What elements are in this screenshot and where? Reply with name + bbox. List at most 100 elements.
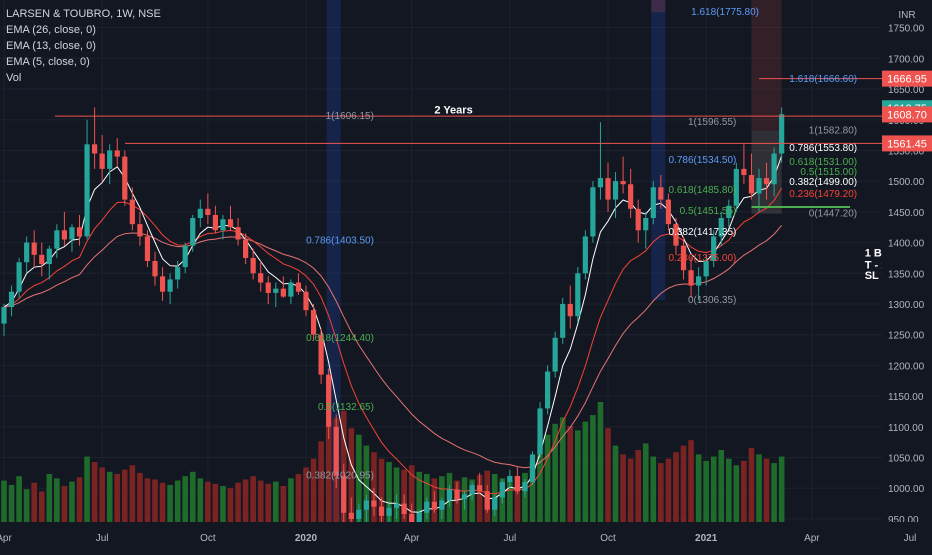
volume-bar <box>348 428 355 522</box>
candle-body <box>288 282 294 297</box>
price-tick-label: 1300.00 <box>888 300 925 311</box>
candle-body <box>137 224 143 237</box>
candle-body <box>620 181 626 185</box>
volume-bar <box>575 430 581 522</box>
candle-body <box>529 454 536 483</box>
candle-body <box>356 509 362 519</box>
fib-label: 0.236(1479.20) <box>789 189 857 200</box>
price-tick-label: 1550.00 <box>888 146 925 157</box>
candle-body <box>575 273 581 317</box>
price-tick-label: 1750.00 <box>888 24 925 35</box>
volume-bar <box>733 465 740 522</box>
candle-body <box>46 248 52 265</box>
candle-body <box>711 236 717 261</box>
volume-bar <box>152 479 158 522</box>
volume-bar <box>522 472 528 522</box>
candle-body <box>250 257 256 274</box>
candle-body <box>582 236 588 274</box>
volume-bar <box>167 484 173 522</box>
volume-bar <box>91 462 98 522</box>
volume-bar <box>1 480 7 522</box>
fib-label: 0.382(1499.00) <box>789 177 857 188</box>
ema26-line <box>3 225 783 469</box>
fib-label: 0.786(1534.50) <box>669 155 737 166</box>
volume-bar <box>325 426 332 522</box>
volume-bar <box>469 479 475 522</box>
candle-body <box>54 230 60 249</box>
price-tag-label: 1561.45 <box>887 138 927 150</box>
legend-ema26[interactable]: EMA (26, close, 0) <box>6 24 96 36</box>
candle-body <box>69 227 75 240</box>
fib-label: 0.786(1553.80) <box>789 143 857 154</box>
candle-body <box>235 227 241 240</box>
time-tick-label: Oct <box>200 533 216 544</box>
price-tick-label: 950.00 <box>888 515 919 526</box>
candle-body <box>718 218 724 237</box>
candle-body <box>650 187 656 219</box>
candle-body <box>333 426 339 476</box>
fib-label: 0.382(1417.35) <box>669 227 737 238</box>
candle-body <box>696 276 702 286</box>
candle-body <box>144 236 151 261</box>
price-tag-bg <box>882 70 932 87</box>
volume-bar <box>507 480 513 522</box>
candle-body <box>159 276 166 292</box>
candle-body <box>182 245 188 268</box>
time-tick-label: 2020 <box>295 533 318 544</box>
candle-body <box>522 482 528 492</box>
candle-body <box>341 475 347 513</box>
price-tick-label: 1450.00 <box>888 208 925 219</box>
volume-bar <box>205 481 211 522</box>
volume-bar <box>620 454 626 522</box>
candle-body <box>779 114 785 154</box>
price-tick-label: 1500.00 <box>888 177 925 188</box>
volume-bar <box>680 445 687 522</box>
fib-label: 0.786(1403.50) <box>306 235 374 246</box>
volume-bar <box>61 486 68 522</box>
legend-ema5[interactable]: EMA (5, close, 0) <box>6 56 90 68</box>
volume-bar <box>8 484 15 522</box>
candle-body <box>733 168 739 206</box>
volume-bar <box>627 458 634 522</box>
time-tick-label: Oct <box>600 533 616 544</box>
volume-bar <box>189 471 196 522</box>
volume-bar <box>303 467 309 522</box>
highlight-column-2021 <box>651 0 666 301</box>
volume-bar <box>363 445 370 522</box>
fib-label: 1(1606.15) <box>326 111 374 122</box>
candle-body <box>394 503 400 508</box>
volume-bar <box>220 486 226 522</box>
candle-body <box>24 242 30 263</box>
legend-vol[interactable]: Vol <box>6 72 22 84</box>
volume-bar <box>182 476 188 522</box>
candle-body <box>303 291 309 311</box>
price-tick-label: 1000.00 <box>888 484 925 495</box>
candle-body <box>265 282 271 293</box>
candle-body <box>439 500 445 510</box>
legend-ema13[interactable]: EMA (13, close, 0) <box>6 40 96 52</box>
volume-bar <box>612 445 619 522</box>
candle-body <box>197 208 203 219</box>
candle-body <box>386 507 392 516</box>
candle-body <box>741 168 747 176</box>
fib-label: 1(1596.55) <box>688 117 736 128</box>
volume-bar <box>695 454 702 522</box>
volume-bar <box>635 450 641 522</box>
candle-body <box>401 503 407 515</box>
fib-label: 1.618(1775.80) <box>691 7 759 18</box>
volume-bar <box>242 479 249 522</box>
candle-body <box>205 208 211 215</box>
volume-bar <box>144 478 151 522</box>
candle-body <box>567 303 573 317</box>
volume-bar <box>386 462 392 522</box>
candle-body <box>371 500 377 507</box>
time-tick-label: Apr <box>804 533 820 544</box>
candle-body <box>363 500 369 510</box>
candle-body <box>537 408 543 455</box>
candle-body <box>680 245 687 271</box>
volume-bar <box>582 421 589 522</box>
fib-label: 0(1306.35) <box>688 295 736 306</box>
price-axis-bg <box>882 0 932 550</box>
